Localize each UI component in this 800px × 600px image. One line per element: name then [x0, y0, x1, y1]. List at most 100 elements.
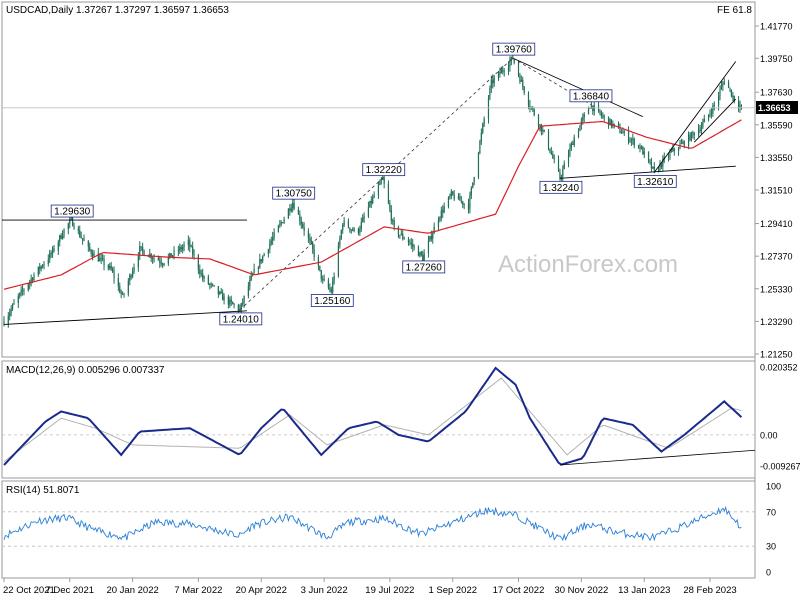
x-tick-label: 7 Mar 2022	[174, 585, 222, 596]
candle-body	[563, 163, 565, 170]
candle-body	[562, 169, 564, 177]
candle-body	[103, 259, 105, 266]
candle-body	[170, 253, 172, 258]
candle-body	[573, 137, 575, 145]
candle-body	[253, 269, 255, 274]
candle-body	[189, 240, 191, 247]
trendline	[559, 165, 736, 179]
candle-body	[417, 246, 420, 257]
candle-body	[297, 209, 300, 215]
candle-body	[347, 220, 350, 228]
candle-body	[543, 129, 545, 132]
candle-body	[120, 292, 122, 294]
candle-body	[593, 105, 595, 112]
candle-body	[549, 148, 551, 153]
candle-body	[392, 220, 394, 222]
macd-panel-frame	[1, 360, 756, 479]
candle-body	[410, 242, 412, 244]
candle-body	[697, 129, 700, 136]
candle-body	[393, 220, 395, 227]
candle-body	[31, 278, 34, 281]
x-tick-label: 20 Jan 2022	[106, 585, 158, 596]
candle-body	[733, 95, 735, 102]
candle-body	[159, 260, 161, 263]
axes: 1.41770 1.39750 1.37630 1.35590 1.33550 1.315…	[3, 22, 800, 597]
candle-body	[282, 222, 284, 224]
candle-body	[510, 56, 512, 62]
candle-body	[640, 147, 643, 149]
candle-body	[730, 89, 733, 97]
candle-body	[302, 224, 304, 228]
candle-body	[289, 208, 291, 211]
candle-body	[492, 79, 494, 84]
candle-body	[420, 252, 422, 256]
candle-body	[63, 229, 65, 236]
candle-body	[383, 177, 385, 184]
candle-body	[122, 293, 124, 295]
candle-body	[312, 242, 314, 249]
candle-body	[559, 171, 561, 180]
candle-body	[732, 95, 734, 97]
price-tick-label: 1.31510	[760, 186, 793, 196]
candle-body	[642, 147, 644, 155]
candle-body	[450, 191, 452, 197]
candle-body	[729, 87, 731, 90]
candle-body	[682, 141, 684, 144]
candle-body	[61, 235, 64, 239]
candle-body	[70, 217, 72, 220]
candle-body	[540, 124, 542, 132]
swing-label: 1.25160	[314, 296, 351, 307]
candle-body	[263, 254, 265, 257]
candle-body	[69, 219, 71, 224]
candle-body	[620, 132, 622, 134]
candle-body	[80, 236, 82, 239]
candle-body	[622, 132, 624, 134]
candle-body	[740, 105, 743, 107]
candle-body	[667, 156, 670, 158]
candle-body	[182, 247, 184, 250]
candle-body	[87, 241, 89, 247]
candle-body	[110, 265, 112, 270]
candle-body	[340, 230, 342, 239]
candle-body	[619, 126, 621, 133]
swing-label-box	[539, 180, 583, 194]
candle-body	[679, 144, 681, 149]
candle-body	[279, 223, 281, 226]
candle-body	[187, 240, 189, 245]
candle-body	[707, 114, 710, 119]
candle-body	[600, 113, 602, 116]
candle-body	[519, 75, 521, 82]
candle-body	[659, 163, 661, 171]
candle-body	[119, 286, 121, 293]
candle-body	[400, 233, 402, 236]
swing-label-box	[569, 89, 613, 103]
candle-body	[589, 107, 591, 109]
candle-body	[407, 239, 410, 243]
candle-body	[439, 217, 441, 221]
candle-body	[229, 299, 231, 305]
candle-body	[259, 259, 261, 268]
candle-body	[220, 291, 222, 293]
candle-body	[380, 179, 382, 182]
candle-body	[202, 273, 204, 279]
candle-body	[493, 78, 495, 84]
candle-body	[50, 253, 52, 255]
candle-body	[522, 80, 524, 87]
candle-body	[299, 214, 301, 222]
candle-body	[727, 82, 730, 88]
candle-body	[132, 271, 134, 277]
candle-body	[100, 258, 102, 260]
candle-body	[432, 233, 434, 240]
x-tick-label: 30 Nov 2022	[554, 585, 608, 596]
candle-body	[672, 148, 674, 151]
swing-label-box	[633, 175, 677, 188]
macd-plot	[2, 366, 755, 466]
candle-body	[633, 138, 635, 146]
macd-line	[3, 366, 743, 466]
candle-body	[23, 290, 25, 291]
candle-body	[443, 206, 445, 213]
rsi-panel-frame	[1, 480, 756, 579]
candle-body	[520, 80, 522, 82]
candle-body	[723, 82, 725, 84]
candle-body	[180, 247, 182, 250]
